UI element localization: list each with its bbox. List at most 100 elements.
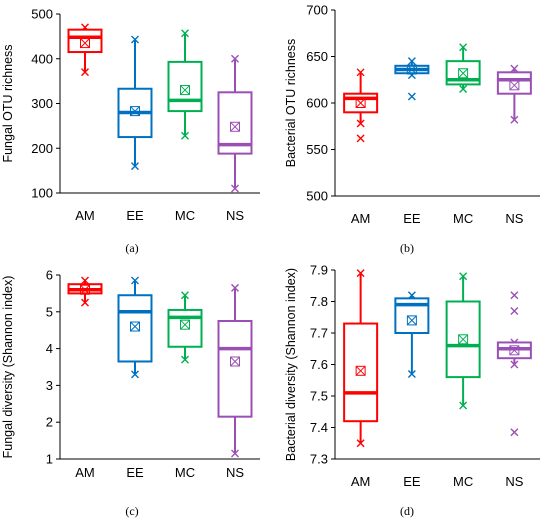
whisker-cap-min [131,370,139,379]
whisker-cap-max [510,64,519,73]
mean-marker [355,98,366,108]
box-AM [67,276,103,307]
y-tick-label: 500 [31,7,53,22]
box-EE [117,35,153,171]
whisker-cap-max [181,291,189,300]
box-iqr [167,60,203,113]
whisker-cap-min [181,131,189,140]
mean-marker [130,106,140,117]
y-tick-label: 6 [46,268,53,283]
y-tick-label: 7.3 [310,452,328,467]
x-tick-label: MC [175,208,195,223]
whisker-cap-min [181,355,189,364]
box-NS [496,64,532,124]
x-tick-label: NS [226,465,244,480]
mean-marker-cross [407,315,417,326]
x-tick-label: AM [75,465,95,480]
x-tick-label: NS [505,211,523,226]
whisker-cap-min [81,298,89,307]
box-iqr [496,71,532,95]
chart-panel-2: 500 550 600 650 700 Bacterial OTU richness AM E… [284,3,540,255]
whisker-cap-max [231,54,239,63]
box-MC [445,272,481,410]
y-tick-label: 7.4 [310,420,328,435]
box-iqr [67,28,103,54]
chart-panel-4: 7.3 7.4 7.5 7.6 7.7 7.8 7.9 Bacterial diversity… [284,263,540,518]
y-tick-label: 500 [306,189,328,204]
whisker-cap-min [510,360,519,369]
mean-marker-cross [130,321,140,332]
outlier-point [510,428,519,437]
mean-marker [230,356,240,367]
y-tick-label: 7.8 [310,294,328,309]
mean-marker [130,321,140,332]
whisker-cap-min [407,369,416,378]
mean-marker [406,315,417,326]
whisker-cap-min [510,115,519,124]
mean-marker [180,85,190,96]
box-NS [217,54,253,193]
panel-caption: (a) [125,241,138,255]
x-tick-label: EE [403,474,421,489]
mean-marker-cross [355,98,366,108]
y-tick-label: 400 [31,51,53,66]
box-NS [217,283,253,458]
y-tick-label: 650 [306,49,328,64]
box-AM [343,269,379,448]
x-tick-label: MC [453,211,473,226]
mean-marker [458,68,469,79]
whisker-cap-max [181,29,189,38]
box-MC [167,29,203,140]
y-tick-label: 600 [306,96,328,111]
mean-marker-cross [509,345,520,356]
whisker-cap-max [356,269,365,278]
chart-panel-3: 1 2 3 4 5 6 Fungal diversity (Shannon index) AM… [1,268,260,518]
mean-marker-cross [458,334,468,345]
whisker-cap-min [459,85,468,94]
box-iqr [167,308,203,348]
y-tick-label: 550 [306,142,328,157]
mean-marker-cross [230,356,240,367]
x-tick-label: AM [351,474,371,489]
mean-marker [355,365,366,376]
whisker-cap-min [231,184,239,193]
outlier-point [407,92,416,101]
mean-marker-cross [509,80,520,91]
mean-marker [80,38,90,49]
box-MC [167,291,203,364]
y-tick-label: 4 [46,341,53,356]
outlier-point [510,291,519,300]
whisker-cap-min [356,439,365,448]
chart-panel-1: 100 200 300 400 500 Fungal OTU richness AM EE MC… [1,7,260,255]
y-tick-label: 700 [306,3,328,18]
mean-marker [80,284,90,295]
mean-marker [180,319,190,330]
x-tick-label: AM [351,211,371,226]
box-EE [117,276,153,379]
whisker-cap-max [407,57,416,66]
y-tick-label: 7.6 [310,357,328,372]
box-EE [394,57,430,101]
x-tick-label: NS [505,474,523,489]
x-tick-label: MC [175,465,195,480]
mean-marker-cross [80,284,90,295]
y-tick-label: 1 [46,452,53,467]
box-iqr [343,322,379,423]
box-iqr [117,294,153,363]
box-EE [394,291,430,378]
y-tick-label: 100 [31,186,53,201]
y-tick-label: 2 [46,415,53,430]
y-tick-label: 7.9 [310,263,328,278]
panel-caption: (b) [400,241,414,255]
y-axis-title: Fungal OTU richness [1,44,15,162]
whisker-cap-min [81,68,89,77]
whisker-cap-max [231,283,239,292]
whisker-cap-max [81,276,89,285]
y-tick-label: 7.5 [310,389,328,404]
box-MC [445,43,481,94]
y-tick-label: 7.7 [310,326,328,341]
box-iqr [217,320,253,418]
whisker-cap-min [231,449,239,458]
y-axis-title: Fungal diversity (Shannon index) [1,276,15,459]
